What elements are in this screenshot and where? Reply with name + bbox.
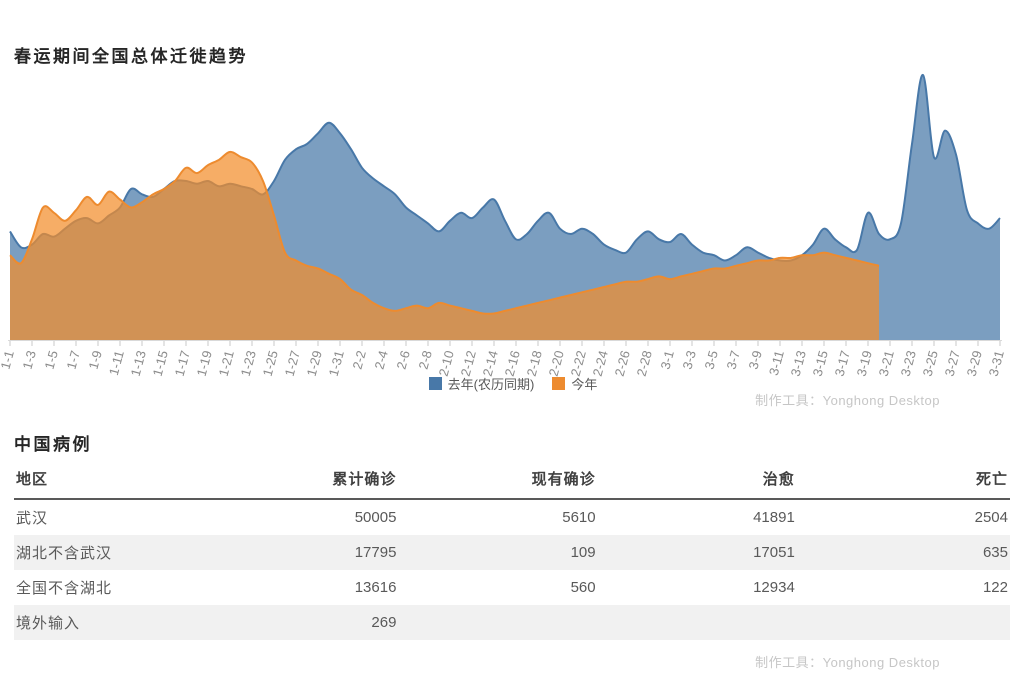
axis-tick-label: 2-22 <box>568 349 589 378</box>
axis-tick-label: 1-3 <box>20 349 39 371</box>
axis-tick-label: 3-11 <box>766 349 787 377</box>
axis-tick-label: 1-1 <box>0 349 17 371</box>
chart-watermark: 制作工具：Yonghong Desktop <box>755 393 940 408</box>
x-axis-labels: 1-1 1-3 1-5 1-7 1-9 1-11 1-13 1-15 1-17 1-19 1-21 1… <box>0 349 1007 378</box>
migration-area-chart: 1-1 1-3 1-5 1-7 1-9 1-11 1-13 1-15 1-17 1-19 1-21 1… <box>0 73 1007 378</box>
axis-tick-label: 2-26 <box>612 349 633 378</box>
cell-confirmed-current: 109 <box>570 544 596 561</box>
axis-tick-label: 2-16 <box>502 349 523 378</box>
axis-tick-label: 1-31 <box>326 349 347 378</box>
x-axis-ticks <box>9 341 1001 346</box>
cell-confirmed-total: 50005 <box>354 509 397 526</box>
cell-deaths: 2504 <box>974 509 1008 526</box>
axis-tick-label: 1-21 <box>216 349 237 378</box>
axis-tick-label: 2-20 <box>546 349 567 378</box>
china-cases-table: 地区 累计确诊 现有确诊 治愈 死亡 武汉 50005 5610 41891 2… <box>14 458 1010 640</box>
axis-tick-label: 1-9 <box>86 349 105 371</box>
cell-region: 湖北不含武汉 <box>16 545 113 562</box>
cell-region: 武汉 <box>16 510 49 527</box>
axis-tick-label: 3-3 <box>680 349 699 371</box>
axis-tick-label: 1-27 <box>282 349 303 378</box>
cell-cured <box>598 605 797 640</box>
axis-tick-label: 1-5 <box>42 349 61 371</box>
axis-tick-label: 1-11 <box>106 349 127 377</box>
axis-tick-label: 2-14 <box>480 349 501 378</box>
axis-tick-label: 3-19 <box>854 349 875 378</box>
series-line-1 <box>9 150 880 315</box>
axis-tick-label: 3-21 <box>876 349 897 378</box>
axis-tick-label: 1-13 <box>128 349 149 378</box>
column-header-confirmed-current: 现有确诊 <box>398 458 598 500</box>
cell-region: 境外输入 <box>16 615 81 632</box>
column-header-deaths: 死亡 <box>796 458 1010 500</box>
cell-confirmed-total: 17795 <box>354 544 397 561</box>
cell-confirmed-total: 13616 <box>354 579 397 596</box>
series-area-1 <box>10 151 879 340</box>
axis-tick-label: 3-25 <box>920 349 941 378</box>
axis-tick-label: 3-1 <box>658 349 677 371</box>
legend-label-this-year: 今年 <box>571 377 598 392</box>
column-header-confirmed-total: 累计确诊 <box>213 458 399 500</box>
table-row-china-excl-hubei: 全国不含湖北 13616 560 12934 122 <box>14 570 1010 605</box>
axis-tick-label: 1-15 <box>150 349 171 378</box>
axis-tick-label: 1-25 <box>260 349 281 378</box>
axis-tick-label: 3-17 <box>832 349 853 378</box>
axis-tick-label: 1-29 <box>304 349 325 378</box>
table-header-row: 地区 累计确诊 现有确诊 治愈 死亡 <box>14 458 1010 500</box>
footer-watermark: 制作工具：Yonghong Desktop <box>755 655 940 670</box>
cell-deaths: 635 <box>982 544 1008 561</box>
axis-tick-label: 2-10 <box>436 349 457 378</box>
legend-swatch-orange-icon <box>552 377 566 390</box>
legend-swatch-blue-icon <box>428 377 442 390</box>
cell-cured: 12934 <box>753 579 795 596</box>
cell-deaths <box>797 605 1010 640</box>
chart-legend: 去年(农历同期) 今年 <box>0 374 1026 393</box>
cell-cured: 41891 <box>753 509 795 526</box>
chart-title: 春运期间全国总体迁徙趋势 <box>14 47 248 66</box>
axis-tick-label: 1-19 <box>194 349 215 378</box>
axis-tick-label: 3-31 <box>986 349 1007 378</box>
table-row-imported: 境外输入 269 <box>14 605 1010 640</box>
axis-tick-label: 1-7 <box>64 349 83 371</box>
axis-tick-label: 3-27 <box>942 349 963 378</box>
chart-series-areas <box>9 73 1001 340</box>
axis-tick-label: 3-5 <box>702 349 721 371</box>
table-row-wuhan: 武汉 50005 5610 41891 2504 <box>14 499 1010 535</box>
legend-item-last-year[interactable]: 去年(农历同期) <box>428 374 535 393</box>
cell-deaths: 122 <box>982 579 1008 596</box>
axis-tick-label: 2-24 <box>590 349 611 378</box>
cell-confirmed-current <box>398 605 597 640</box>
cell-cured: 17051 <box>753 544 795 561</box>
axis-tick-label: 3-13 <box>788 349 809 378</box>
column-header-cured: 治愈 <box>597 458 797 500</box>
axis-tick-label: 2-18 <box>524 349 545 378</box>
axis-tick-label: 2-2 <box>350 349 369 371</box>
cases-table-title: 中国病例 <box>14 435 92 454</box>
cell-confirmed-current: 560 <box>570 579 596 596</box>
axis-tick-label: 3-29 <box>964 349 985 378</box>
axis-tick-label: 2-12 <box>458 349 479 378</box>
axis-tick-label: 2-28 <box>634 349 655 378</box>
axis-tick-label: 3-15 <box>810 349 831 378</box>
table-row-hubei-excl-wuhan: 湖北不含武汉 17795 109 17051 635 <box>14 535 1010 570</box>
axis-tick-label: 2-8 <box>416 349 435 371</box>
axis-tick-label: 3-23 <box>898 349 919 378</box>
axis-tick-label: 3-9 <box>746 349 765 371</box>
legend-item-this-year[interactable]: 今年 <box>552 374 597 393</box>
axis-tick-label: 2-4 <box>372 349 391 371</box>
legend-label-last-year: 去年(农历同期) <box>447 377 535 392</box>
cell-confirmed-total: 269 <box>371 614 397 631</box>
axis-tick-label: 2-6 <box>394 349 413 371</box>
axis-tick-label: 1-17 <box>172 349 193 378</box>
cell-confirmed-current: 5610 <box>562 509 596 526</box>
column-header-region: 地区 <box>14 458 214 500</box>
axis-tick-label: 1-23 <box>238 349 259 378</box>
axis-tick-label: 3-7 <box>724 349 743 371</box>
cell-region: 全国不含湖北 <box>16 580 113 597</box>
